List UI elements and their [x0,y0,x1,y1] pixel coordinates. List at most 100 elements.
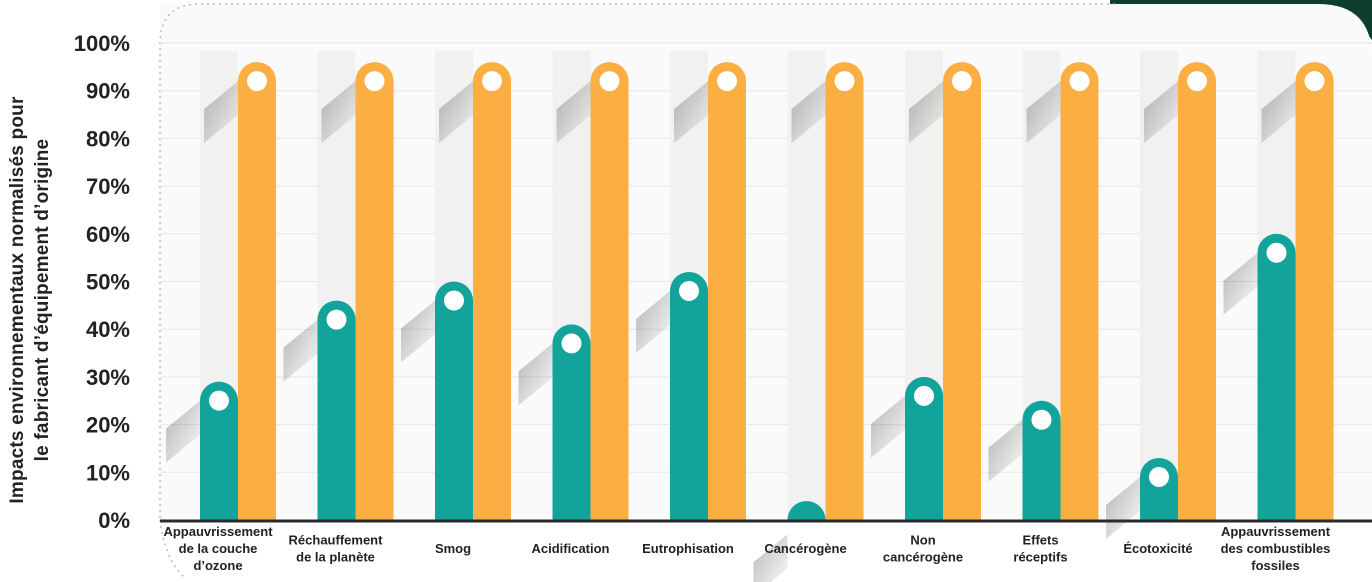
x-tick-label: Smog [435,541,471,556]
bar-series-1-dot [444,290,464,311]
bar-series-1 [200,381,238,520]
bar-series-2-dot [717,71,737,92]
bar-series-2 [943,62,981,521]
bar-series-1-group [753,501,826,582]
x-tick-label: Réchauffement de la planète [289,533,384,565]
bar-series-1 [787,501,826,520]
bar-series-1-group [166,381,238,520]
y-tick-label: 100% [74,31,130,56]
bar-series-1-group [283,300,356,520]
bar-series-1-group [1223,233,1296,521]
bar-series-2-dot [834,71,855,92]
bar-series-2 [1060,62,1099,521]
x-tick-label-line: Acidification [531,541,609,556]
x-tick-label-line: Cancérogène [764,541,846,556]
x-tick-label: Eutrophisation [642,541,734,556]
bar-series-2-shadow [556,81,591,144]
y-tick-label: 20% [86,413,130,438]
bar-series-2 [825,62,864,521]
bar-series-2-group [439,62,511,521]
bar-series-1-shadow [1106,476,1140,539]
bar-series-1-dot [1031,409,1052,430]
bar-series-1-group [988,400,1061,520]
x-tick-label: Non cancérogène [883,533,963,565]
x-tick-label: Effets réceptifs [1013,533,1067,565]
bar-series-2-group [909,62,981,521]
x-tick-label: Écotoxicité [1123,541,1192,556]
y-tick-label: 80% [86,126,130,151]
bar-series-2 [1178,62,1216,521]
bar-series-1-group [1106,457,1178,539]
x-tick-label-line: Réchauffement [289,533,384,548]
bar-series-2-shadow [1261,81,1296,144]
y-ticks: 0% 10% 20% 30% 40% 50% 60% 70% 80% 90% 100% [74,31,130,533]
bar-series-1-dot [1149,466,1169,487]
bar-series-2 [473,62,511,521]
bar-series-2-group [321,62,394,521]
bar-series-2 [708,62,746,521]
bar-series-1 [670,271,708,520]
bar-series-2-shadow [1026,81,1061,144]
y-tick-label: 0% [98,508,130,533]
bar-series-1-shadow [636,290,670,353]
y-tick-label: 60% [86,222,130,247]
x-tick-label-line: Écotoxicité [1123,541,1192,556]
y-tick-label: 70% [86,174,130,199]
bar-series-2 [590,62,629,521]
bar-series-2-dot [952,71,972,92]
x-tick-label-line: des combustibles [1221,541,1331,556]
bar-series-1-dot [1266,242,1287,263]
bar-series-2-group [204,62,276,521]
bar-series-1-shadow [166,400,200,463]
bar-series-2-group [674,62,746,521]
x-tick-label-line: Appauvrissement [1221,524,1331,539]
bar-series-1-dot [561,333,582,354]
bar-series-2 [1295,62,1334,521]
x-tick-label: Appauvrissement de la couche d’ozone [163,524,273,573]
bar-series-2-shadow [321,81,356,144]
bar-series-2-shadow [674,81,708,144]
bar-series-1 [1257,233,1296,521]
bars [166,62,1334,582]
bar-series-1-shadow [988,419,1023,482]
x-tick-label-line: de la couche [179,541,258,556]
x-tick-label-line: Non [910,533,935,548]
bar-series-1-group [636,271,708,520]
bar-series-2-group [791,62,864,521]
bar-series-1-group [401,281,473,520]
bar-series-1 [552,324,591,520]
x-tick-label: Acidification [531,541,609,556]
bar-series-1 [317,300,356,520]
bar-series-1-shadow [1223,252,1258,315]
x-tick-label-line: fossiles [1251,558,1299,573]
bar-series-2 [238,62,276,521]
x-tick-label-line: d’ozone [193,558,242,573]
bar-series-2-group [556,62,629,521]
bar-series-2-dot [482,71,502,92]
x-tick-label-line: Eutrophisation [642,541,734,556]
bar-series-2-shadow [1144,81,1178,144]
x-tick-label-line: cancérogène [883,550,963,565]
bar-series-1 [1140,457,1178,520]
bar-series-2-dot [1069,71,1090,92]
bar-series-1-shadow [753,534,788,582]
bar-series-1 [905,376,943,520]
bar-series-1-shadow [283,319,318,382]
bar-series-2-dot [1187,71,1207,92]
x-tick-label-line: Smog [435,541,471,556]
bar-series-2-shadow [439,81,473,144]
y-tick-label: 90% [86,79,130,104]
x-tick-label-line: Effets [1022,533,1058,548]
x-tick-label: Cancérogène [764,541,846,556]
bar-series-2-dot [1304,71,1325,92]
bar-series-1-shadow [518,343,553,406]
x-tick-label-line: Appauvrissement [163,524,273,539]
bar-series-1 [1022,400,1061,520]
bar-series-1-group [518,324,591,520]
y-tick-label: 50% [86,270,130,295]
bar-series-1-shadow [871,395,905,458]
bar-series-2-shadow [791,81,826,144]
bar-series-1-dot [679,280,699,301]
bar-series-2-shadow [909,81,943,144]
